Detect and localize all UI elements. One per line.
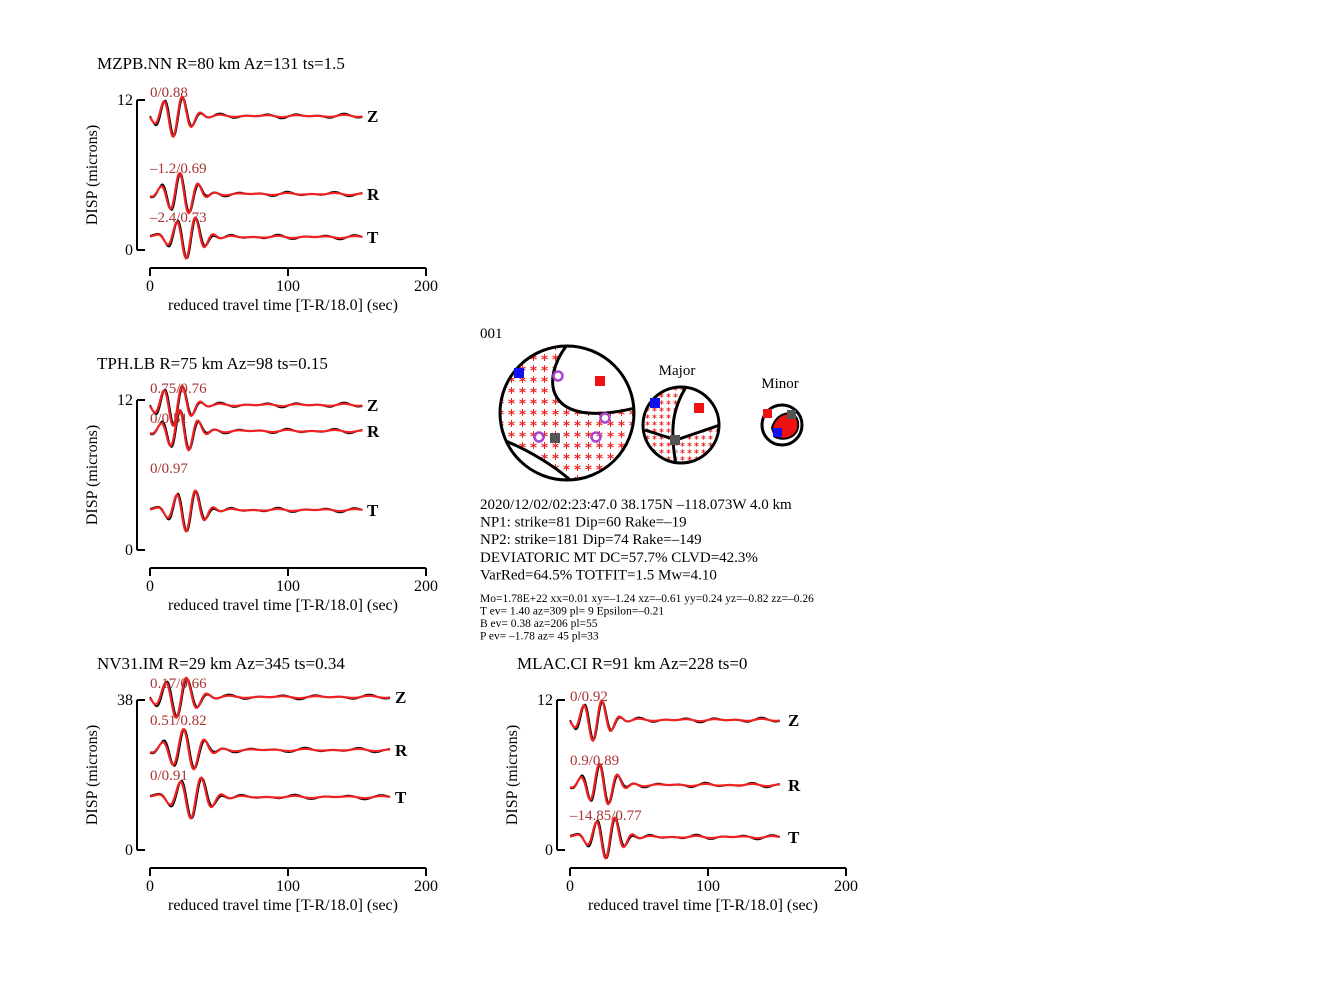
synthetic-waveform bbox=[149, 676, 391, 720]
fit-label: –1.2/0.69 bbox=[149, 161, 207, 177]
x-axis-label: reduced travel time [T-R/18.0] (sec) bbox=[168, 297, 398, 314]
x-tick-label: 100 bbox=[276, 578, 300, 595]
major-label: Major bbox=[659, 363, 696, 379]
fit-label: 0/0.88 bbox=[150, 85, 188, 101]
fit-label: 0.9/0.89 bbox=[570, 753, 619, 769]
fit-label: 0.17/0.66 bbox=[150, 676, 207, 692]
y-tick-label: 0 bbox=[545, 842, 553, 859]
y-tick-label: 0 bbox=[125, 242, 133, 259]
synthetic-waveform bbox=[569, 699, 780, 743]
event-id: 001 bbox=[480, 326, 503, 342]
x-tick-label: 100 bbox=[276, 278, 300, 295]
fit-label: –2.4/0.73 bbox=[149, 210, 207, 226]
x-tick-label: 0 bbox=[146, 878, 154, 895]
waveform-panel: MLAC.CI R=91 km Az=228 ts=0 DISP (microns… bbox=[504, 654, 858, 914]
x-tick-label: 200 bbox=[834, 878, 858, 895]
synthetic-waveform bbox=[149, 727, 391, 771]
component-label: R bbox=[367, 185, 380, 204]
component-label: T bbox=[367, 228, 379, 247]
component-label: Z bbox=[788, 711, 799, 730]
fit-label: –14.85/0.77 bbox=[569, 808, 642, 824]
x-tick-label: 0 bbox=[146, 278, 154, 295]
synthetic-waveform bbox=[569, 816, 780, 860]
moment-info: T ev= 1.40 az=309 pl= 9 Epsilon=–0.21 bbox=[480, 606, 664, 618]
minor-label: Minor bbox=[761, 376, 799, 392]
synthetic-waveform bbox=[149, 216, 363, 260]
fit-label: 0.51/0.82 bbox=[150, 713, 207, 729]
x-tick-label: 0 bbox=[146, 578, 154, 595]
y-axis-label: DISP (microns) bbox=[84, 725, 101, 825]
event-info: VarRed=64.5% TOTFIT=1.5 Mw=4.10 bbox=[480, 567, 717, 583]
moment-info: B ev= 0.38 az=206 pl=55 bbox=[480, 618, 598, 630]
moment-info: Mo=1.78E+22 xx=0.01 xy=–1.24 xz=–0.61 yy… bbox=[480, 593, 814, 605]
waveform-panel: TPH.LB R=75 km Az=98 ts=0.15 DISP (micron… bbox=[84, 354, 438, 614]
event-info: NP2: strike=181 Dip=74 Rake=–149 bbox=[480, 532, 702, 548]
component-label: R bbox=[788, 776, 801, 795]
synthetic-waveform bbox=[149, 408, 363, 452]
y-axis-label: DISP (microns) bbox=[84, 425, 101, 525]
y-tick-label: 0 bbox=[125, 842, 133, 859]
x-axis-label: reduced travel time [T-R/18.0] (sec) bbox=[168, 897, 398, 914]
x-axis-label: reduced travel time [T-R/18.0] (sec) bbox=[588, 897, 818, 914]
panel-title: MZPB.NN R=80 km Az=131 ts=1.5 bbox=[97, 54, 345, 73]
event-info: DEVIATORIC MT DC=57.7% CLVD=42.3% bbox=[480, 550, 758, 566]
y-tick-label: 0 bbox=[125, 542, 133, 559]
moment-info: P ev= –1.78 az= 45 pl=33 bbox=[480, 631, 599, 643]
synthetic-waveform bbox=[149, 776, 391, 820]
major-beachball bbox=[641, 385, 721, 465]
component-label: R bbox=[395, 741, 408, 760]
x-tick-label: 200 bbox=[414, 578, 438, 595]
fit-label: 0.75/0.76 bbox=[150, 381, 207, 397]
panel-title: NV31.IM R=29 km Az=345 ts=0.34 bbox=[97, 654, 345, 673]
y-tick-label: 12 bbox=[537, 692, 553, 709]
minor-beachball bbox=[760, 403, 804, 447]
fit-label: 0/0.92 bbox=[570, 689, 608, 705]
x-tick-label: 200 bbox=[414, 878, 438, 895]
beachball bbox=[498, 344, 636, 482]
component-label: Z bbox=[367, 396, 378, 415]
y-tick-label: 12 bbox=[117, 392, 133, 409]
x-tick-label: 200 bbox=[414, 278, 438, 295]
fit-label: 0/0.97 bbox=[150, 461, 188, 477]
y-axis-label: DISP (microns) bbox=[504, 725, 521, 825]
y-tick-label: 12 bbox=[117, 92, 133, 109]
component-label: T bbox=[367, 501, 379, 520]
panel-title: TPH.LB R=75 km Az=98 ts=0.15 bbox=[97, 354, 328, 373]
component-label: Z bbox=[367, 107, 378, 126]
waveform-panel: MZPB.NN R=80 km Az=131 ts=1.5 DISP (micro… bbox=[84, 54, 438, 314]
synthetic-waveform bbox=[149, 384, 363, 428]
waveform-panel: NV31.IM R=29 km Az=345 ts=0.34 DISP (micr… bbox=[84, 654, 438, 914]
x-tick-label: 0 bbox=[566, 878, 574, 895]
x-tick-label: 100 bbox=[276, 878, 300, 895]
event-info: NP1: strike=81 Dip=60 Rake=–19 bbox=[480, 515, 687, 531]
panel-title: MLAC.CI R=91 km Az=228 ts=0 bbox=[517, 654, 747, 673]
component-label: T bbox=[788, 828, 800, 847]
fit-label: 0/0.91 bbox=[150, 768, 188, 784]
fit-label: 0/0.51 bbox=[150, 411, 188, 427]
y-axis-label: DISP (microns) bbox=[84, 125, 101, 225]
event-info: 2020/12/02/02:23:47.0 38.175N –118.073W … bbox=[480, 497, 792, 513]
synthetic-waveform bbox=[149, 171, 363, 215]
x-axis-label: reduced travel time [T-R/18.0] (sec) bbox=[168, 597, 398, 614]
component-label: Z bbox=[395, 688, 406, 707]
component-label: R bbox=[367, 422, 380, 441]
component-label: T bbox=[395, 788, 407, 807]
synthetic-waveform bbox=[149, 95, 363, 139]
x-tick-label: 100 bbox=[696, 878, 720, 895]
synthetic-waveform bbox=[149, 489, 363, 533]
y-tick-label: 38 bbox=[117, 692, 133, 709]
synthetic-waveform bbox=[569, 762, 780, 806]
